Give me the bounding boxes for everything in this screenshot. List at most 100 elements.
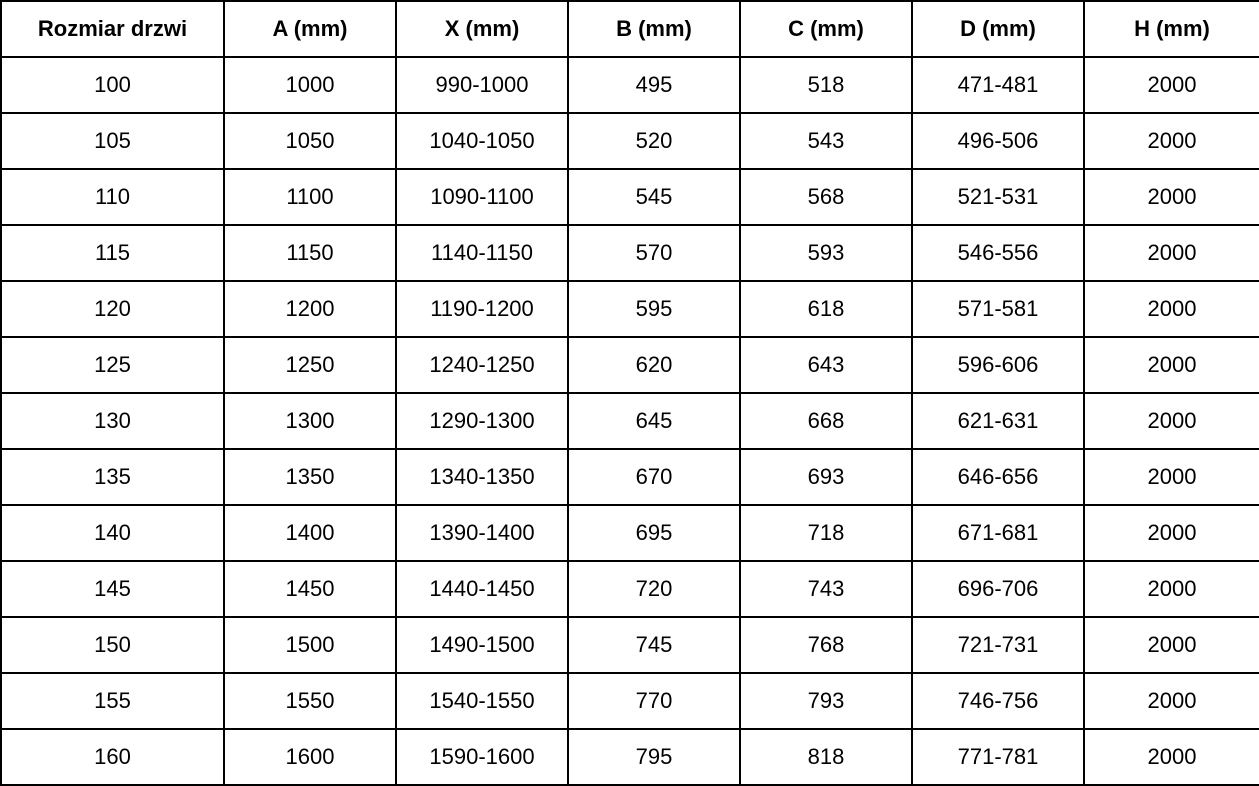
table-cell: 1000 xyxy=(223,56,397,114)
table-cell: 2000 xyxy=(1083,392,1259,450)
table-cell: 100 xyxy=(0,56,225,114)
table-cell: 1090-1100 xyxy=(395,168,569,226)
table-cell: 695 xyxy=(567,504,741,562)
table-row: 125 1250 1240-1250 620 643 596-606 2000 xyxy=(0,336,1259,394)
table-cell: 1400 xyxy=(223,504,397,562)
table-cell: 618 xyxy=(739,280,913,338)
column-header: A (mm) xyxy=(223,0,397,58)
table-cell: 2000 xyxy=(1083,224,1259,282)
table-cell: 595 xyxy=(567,280,741,338)
header-row: Rozmiar drzwi A (mm) X (mm) B (mm) C (mm) D (… xyxy=(0,0,1259,58)
table-cell: 1590-1600 xyxy=(395,728,569,786)
table-cell: 596-606 xyxy=(911,336,1085,394)
table-row: 130 1300 1290-1300 645 668 621-631 2000 xyxy=(0,392,1259,450)
table-cell: 1390-1400 xyxy=(395,504,569,562)
table-row: 160 1600 1590-1600 795 818 771-781 2000 xyxy=(0,728,1259,786)
table-cell: 105 xyxy=(0,112,225,170)
table-cell: 125 xyxy=(0,336,225,394)
table-cell: 1440-1450 xyxy=(395,560,569,618)
table-cell: 621-631 xyxy=(911,392,1085,450)
table-cell: 546-556 xyxy=(911,224,1085,282)
table-cell: 130 xyxy=(0,392,225,450)
table-cell: 160 xyxy=(0,728,225,786)
table-cell: 155 xyxy=(0,672,225,730)
table-cell: 1240-1250 xyxy=(395,336,569,394)
table-cell: 718 xyxy=(739,504,913,562)
table-cell: 745 xyxy=(567,616,741,674)
table-cell: 120 xyxy=(0,280,225,338)
table-cell: 110 xyxy=(0,168,225,226)
table-cell: 545 xyxy=(567,168,741,226)
table-cell: 1140-1150 xyxy=(395,224,569,282)
table-cell: 1190-1200 xyxy=(395,280,569,338)
table-cell: 643 xyxy=(739,336,913,394)
table-cell: 671-681 xyxy=(911,504,1085,562)
table-cell: 1040-1050 xyxy=(395,112,569,170)
table-cell: 2000 xyxy=(1083,616,1259,674)
table-cell: 2000 xyxy=(1083,280,1259,338)
table-row: 155 1550 1540-1550 770 793 746-756 2000 xyxy=(0,672,1259,730)
table-cell: 135 xyxy=(0,448,225,506)
table-cell: 646-656 xyxy=(911,448,1085,506)
table-row: 145 1450 1440-1450 720 743 696-706 2000 xyxy=(0,560,1259,618)
table-cell: 593 xyxy=(739,224,913,282)
table-cell: 1250 xyxy=(223,336,397,394)
table-cell: 570 xyxy=(567,224,741,282)
table-cell: 1600 xyxy=(223,728,397,786)
table-cell: 768 xyxy=(739,616,913,674)
table-row: 135 1350 1340-1350 670 693 646-656 2000 xyxy=(0,448,1259,506)
table-cell: 2000 xyxy=(1083,168,1259,226)
table-row: 120 1200 1190-1200 595 618 571-581 2000 xyxy=(0,280,1259,338)
table-row: 110 1100 1090-1100 545 568 521-531 2000 xyxy=(0,168,1259,226)
table-body: 100 1000 990-1000 495 518 471-481 2000 105 1050 1… xyxy=(0,56,1259,786)
table-cell: 668 xyxy=(739,392,913,450)
table-row: 115 1150 1140-1150 570 593 546-556 2000 xyxy=(0,224,1259,282)
table-cell: 1300 xyxy=(223,392,397,450)
table-cell: 1340-1350 xyxy=(395,448,569,506)
table-cell: 571-581 xyxy=(911,280,1085,338)
table-cell: 990-1000 xyxy=(395,56,569,114)
table-cell: 746-756 xyxy=(911,672,1085,730)
table-cell: 771-781 xyxy=(911,728,1085,786)
table-cell: 496-506 xyxy=(911,112,1085,170)
table-cell: 1350 xyxy=(223,448,397,506)
table-cell: 2000 xyxy=(1083,336,1259,394)
table-cell: 743 xyxy=(739,560,913,618)
table-row: 100 1000 990-1000 495 518 471-481 2000 xyxy=(0,56,1259,114)
table-cell: 793 xyxy=(739,672,913,730)
table-cell: 2000 xyxy=(1083,672,1259,730)
column-header: X (mm) xyxy=(395,0,569,58)
table-cell: 693 xyxy=(739,448,913,506)
table-cell: 140 xyxy=(0,504,225,562)
table-cell: 521-531 xyxy=(911,168,1085,226)
table-row: 105 1050 1040-1050 520 543 496-506 2000 xyxy=(0,112,1259,170)
table-cell: 1150 xyxy=(223,224,397,282)
table-cell: 495 xyxy=(567,56,741,114)
table-cell: 2000 xyxy=(1083,56,1259,114)
table-cell: 645 xyxy=(567,392,741,450)
table-cell: 720 xyxy=(567,560,741,618)
table-cell: 721-731 xyxy=(911,616,1085,674)
table-cell: 670 xyxy=(567,448,741,506)
table-row: 140 1400 1390-1400 695 718 671-681 2000 xyxy=(0,504,1259,562)
table-cell: 696-706 xyxy=(911,560,1085,618)
table-cell: 818 xyxy=(739,728,913,786)
table-cell: 2000 xyxy=(1083,560,1259,618)
table-cell: 2000 xyxy=(1083,504,1259,562)
table-cell: 1500 xyxy=(223,616,397,674)
table-cell: 145 xyxy=(0,560,225,618)
table-cell: 520 xyxy=(567,112,741,170)
table-cell: 568 xyxy=(739,168,913,226)
column-header: H (mm) xyxy=(1083,0,1259,58)
table-cell: 471-481 xyxy=(911,56,1085,114)
column-header: Rozmiar drzwi xyxy=(0,0,225,58)
table-cell: 1550 xyxy=(223,672,397,730)
table-cell: 2000 xyxy=(1083,728,1259,786)
table-cell: 1540-1550 xyxy=(395,672,569,730)
table-cell: 795 xyxy=(567,728,741,786)
column-header: D (mm) xyxy=(911,0,1085,58)
table-cell: 1100 xyxy=(223,168,397,226)
table-header: Rozmiar drzwi A (mm) X (mm) B (mm) C (mm) D (… xyxy=(0,0,1259,58)
table-cell: 150 xyxy=(0,616,225,674)
table-cell: 543 xyxy=(739,112,913,170)
